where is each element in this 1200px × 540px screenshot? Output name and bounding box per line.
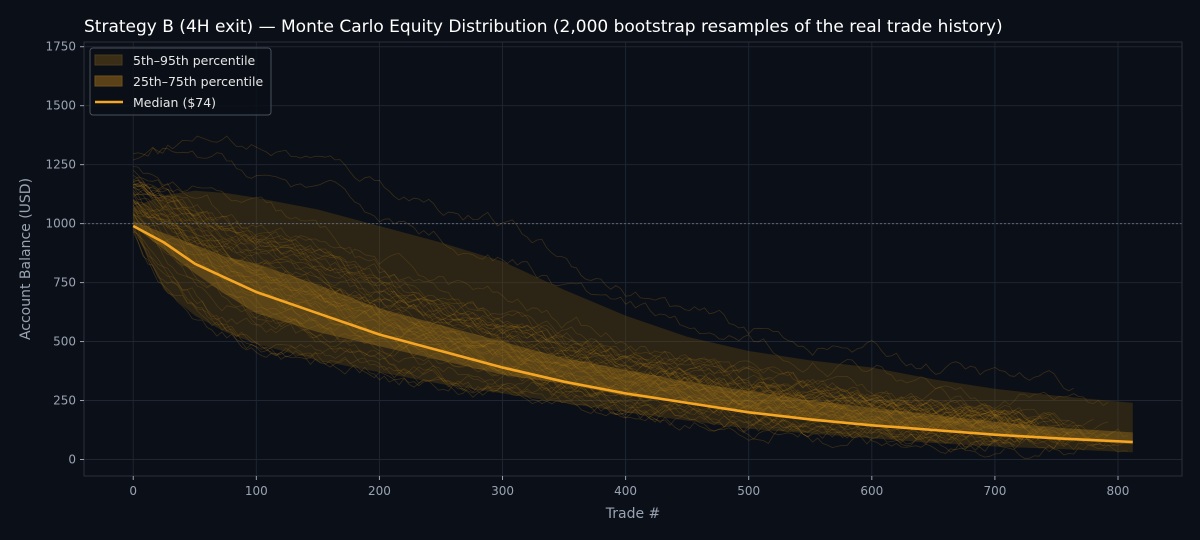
y-tick-label: 1750 — [45, 40, 76, 54]
bootstrap-path — [132, 186, 1059, 427]
band-5th-95th — [133, 190, 1133, 453]
x-tick-label: 400 — [614, 484, 637, 498]
x-tick-label: 200 — [368, 484, 391, 498]
x-tick-label: 0 — [129, 484, 137, 498]
bootstrap-path — [132, 174, 1030, 426]
y-tick-label: 250 — [53, 394, 76, 408]
bootstrap-path — [132, 198, 1094, 438]
bootstrap-path — [132, 193, 1045, 430]
bootstrap-path — [133, 183, 1040, 428]
bootstrap-path — [132, 200, 1010, 421]
legend-swatch-inner-band — [94, 75, 123, 87]
bootstrap-path — [133, 179, 1050, 430]
bootstrap-path — [133, 181, 1109, 434]
legend-label-outer-band: 5th–95th percentile — [133, 53, 256, 68]
bootstrap-path — [132, 199, 1124, 447]
x-tick-label: 500 — [737, 484, 760, 498]
y-tick-label: 0 — [68, 452, 76, 466]
bootstrap-path — [132, 169, 1035, 422]
x-axis-label: Trade # — [605, 506, 661, 522]
bootstrap-path — [132, 228, 1015, 448]
y-tick-label: 1000 — [45, 217, 76, 231]
bootstrap-path — [133, 203, 1030, 427]
bootstrap-path — [133, 135, 1074, 392]
legend-box — [89, 47, 272, 116]
bootstrap-path — [132, 204, 1055, 438]
legend-label-median: Median ($74) — [133, 95, 216, 110]
bootstrap-path — [133, 166, 1069, 425]
y-tick-label: 750 — [53, 276, 76, 290]
bootstrap-path — [133, 231, 1025, 450]
median-line — [132, 224, 1133, 444]
bootstrap-path — [132, 191, 1025, 426]
bootstrap-path — [133, 146, 1109, 409]
bootstrap-path — [133, 179, 1055, 431]
bootstrap-path — [132, 181, 1005, 424]
legend-swatch-outer-band — [94, 54, 123, 66]
x-tick-label: 300 — [491, 484, 514, 498]
bootstrap-path — [132, 213, 1084, 451]
plot-frame — [83, 41, 1183, 477]
bootstrap-path — [132, 185, 1025, 429]
bootstrap-path — [132, 214, 1128, 445]
x-tick-label: 800 — [1107, 484, 1130, 498]
bootstrap-path — [132, 229, 1128, 459]
bootstrap-path — [132, 207, 1109, 453]
y-tick-label: 500 — [53, 335, 76, 349]
bootstrap-path — [133, 201, 1119, 447]
bootstrap-path — [132, 216, 1109, 454]
x-tick-label: 600 — [860, 484, 883, 498]
bootstrap-path — [132, 193, 1074, 426]
bootstrap-path — [133, 214, 1015, 451]
bootstrap-path — [132, 224, 1005, 458]
legend: 5th–95th percentile 25th–75th percentile… — [89, 47, 272, 116]
bootstrap-path — [133, 183, 1099, 435]
bootstrap-path — [132, 190, 1020, 434]
bootstrap-path — [133, 193, 996, 423]
bootstrap-path — [132, 200, 1069, 442]
x-tick-label: 700 — [983, 484, 1006, 498]
bootstrap-path — [133, 186, 1069, 434]
bootstrap-path — [132, 231, 1089, 446]
bootstrap-path — [133, 213, 1040, 443]
chart-title: Strategy B (4H exit) — Monte Carlo Equit… — [84, 17, 1003, 37]
bootstrap-path — [132, 176, 1035, 426]
bootstrap-path — [133, 183, 1025, 428]
bootstrap-path — [133, 184, 1064, 449]
bootstrap-path — [132, 205, 1119, 446]
band-25th-75th — [133, 221, 1133, 445]
x-tick-label: 100 — [245, 484, 268, 498]
y-axis: 0 250 500 750 1000 1250 1500 1750 — [45, 40, 84, 466]
x-axis: 0 100 200 300 400 500 600 700 800 — [129, 476, 1129, 498]
percentile-bands — [133, 190, 1133, 453]
legend-label-inner-band: 25th–75th percentile — [133, 74, 264, 89]
y-tick-label: 1500 — [45, 99, 76, 113]
y-axis-label: Account Balance (USD) — [18, 178, 34, 340]
y-tick-label: 1250 — [45, 158, 76, 172]
